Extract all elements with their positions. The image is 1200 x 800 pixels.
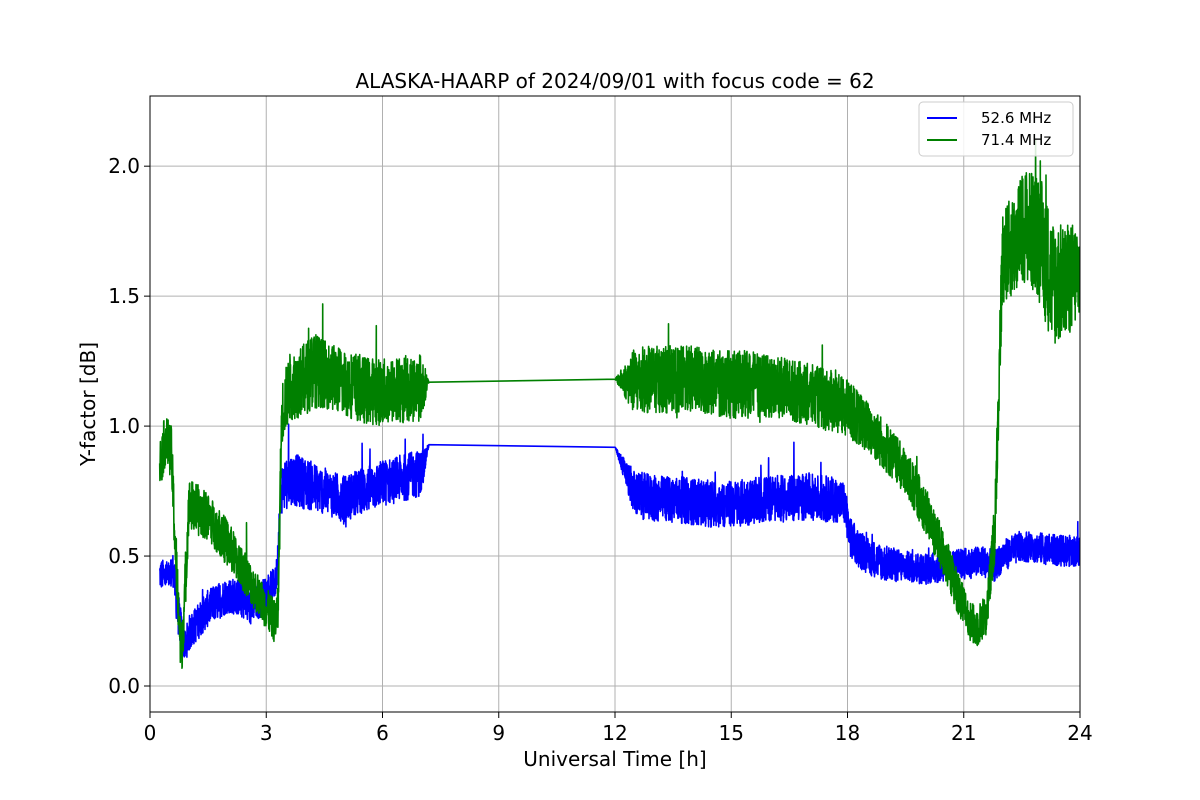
x-tick-label: 9 (492, 721, 505, 745)
y-axis-label: Y-factor [dB] (76, 342, 100, 467)
x-tick-label: 21 (951, 721, 976, 745)
y-tick-label: 1.5 (108, 284, 140, 308)
x-tick-label: 18 (835, 721, 860, 745)
y-tick-label: 0.0 (108, 674, 140, 698)
x-tick-label: 0 (144, 721, 157, 745)
series-line-71-4-mhz (158, 138, 1080, 669)
y-tick-label: 0.5 (108, 544, 140, 568)
series-line-52-6-mhz (158, 423, 1080, 658)
x-tick-label: 24 (1067, 721, 1092, 745)
y-tick-label: 1.0 (108, 414, 140, 438)
x-tick-label: 3 (260, 721, 273, 745)
y-axis: 0.0 0.5 1.0 1.5 2.0 (108, 154, 150, 698)
legend-box (918, 101, 1074, 157)
legend-label: 52.6 MHz (981, 109, 1051, 127)
x-tick-label: 12 (602, 721, 627, 745)
x-axis-label: Universal Time [h] (523, 747, 706, 771)
legend: 52.6 MHz 71.4 MHz (918, 101, 1074, 157)
x-tick-label: 15 (719, 721, 744, 745)
chart-title: ALASKA-HAARP of 2024/09/01 with focus co… (355, 69, 874, 93)
legend-label: 71.4 MHz (981, 131, 1051, 149)
y-tick-label: 2.0 (108, 154, 140, 178)
series-layer (158, 138, 1080, 669)
x-tick-label: 6 (376, 721, 389, 745)
x-axis: 0 3 6 9 12 15 18 21 24 (144, 712, 1093, 745)
